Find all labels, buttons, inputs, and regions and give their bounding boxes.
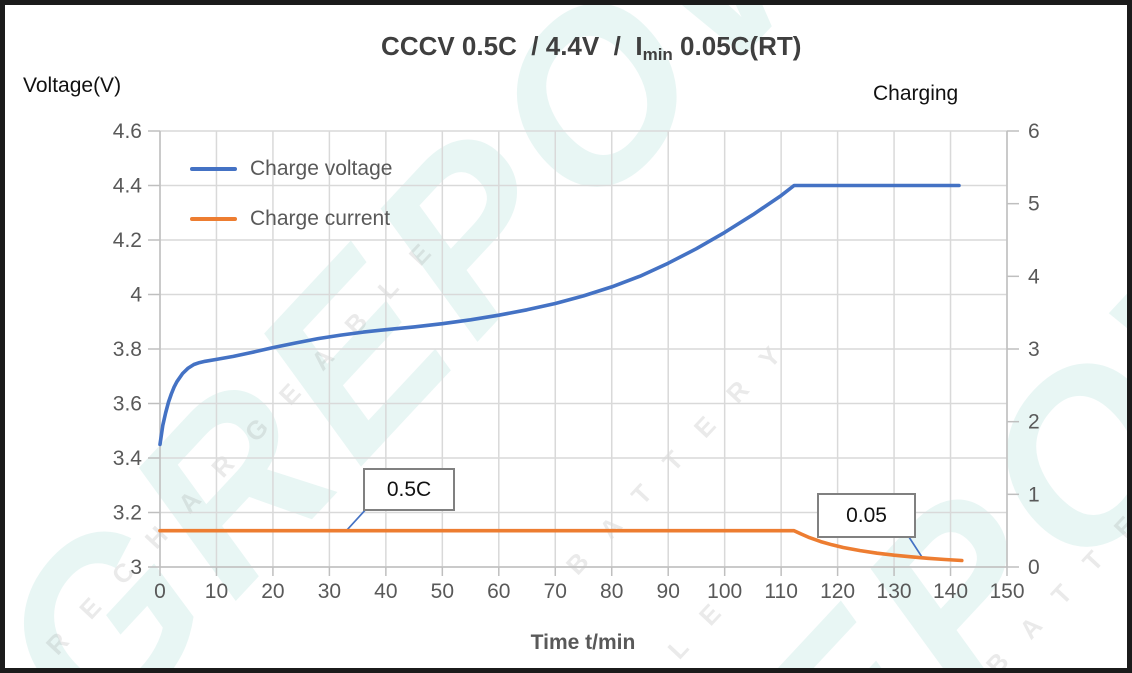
chart-title: CCCV 0.5C / 4.4V / Imin 0.05C(RT) [381,31,802,64]
y-right-tick-label: 0 [1028,556,1040,579]
y-axis-right-title: Charging [873,82,959,105]
y-axis-left-title: Voltage(V) [23,74,122,97]
series-line-charge-voltage [158,183,961,447]
charge-voltage-line-swatch [190,167,237,171]
legend: Charge voltage Charge current [190,156,392,256]
legend-label: Charge current [250,207,391,230]
y-right-tick-label: 4 [1028,265,1040,288]
y-left-tick-label: 4.4 [113,175,143,198]
x-tick-label: 80 [600,580,623,603]
x-tick-label: 50 [431,580,454,603]
y-left-tick-label: 3.4 [113,447,143,470]
chart-title-suffix: 0.05C(RT) [672,31,802,61]
legend-label: Charge voltage [250,157,393,180]
y-right-tick-label: 5 [1028,193,1040,216]
y-left-tick-label: 4.2 [113,229,142,252]
cropped-text-fragment [588,668,640,673]
y-right-tick-label: 6 [1028,120,1040,143]
y-left-tick-label: 3 [130,556,142,579]
charge-current-line-swatch [190,217,237,221]
x-tick-label: 0 [154,580,166,603]
series-line-charge-current [158,528,964,563]
x-tick-label: 90 [657,580,680,603]
legend-item-charge-current: Charge current [190,206,392,232]
y-right-tick-label: 2 [1028,411,1040,434]
x-tick-label: 30 [318,580,341,603]
x-tick-label: 100 [707,580,742,603]
y-left-tick-label: 4 [130,284,142,307]
y-right-tick-label: 1 [1028,483,1040,506]
x-tick-label: 110 [764,580,797,603]
x-tick-label: 120 [820,580,855,603]
x-axis-title: Time t/min [530,631,636,654]
chart-title-main: CCCV 0.5C / 4.4V / I [381,31,643,61]
annotation-box-0.05: 0.05 [817,493,916,538]
chart-title-subscript: min [642,45,673,64]
x-tick-label: 40 [374,580,397,603]
x-tick-label: 70 [544,580,567,603]
annotation-box-0.5C: 0.5C [363,468,455,511]
legend-item-charge-voltage: Charge voltage [190,156,392,182]
x-tick-label: 60 [487,580,510,603]
y-left-tick-label: 3.6 [113,393,142,416]
x-tick-label: 10 [205,580,228,603]
x-tick-label: 20 [261,580,284,603]
y-left-tick-label: 3.8 [113,338,142,361]
y-left-tick-label: 4.6 [113,120,142,143]
x-tick-label: 150 [989,580,1024,603]
x-tick-label: 140 [933,580,968,603]
y-right-tick-label: 3 [1028,338,1040,361]
y-left-tick-label: 3.2 [113,502,142,525]
x-tick-label: 130 [877,580,912,603]
